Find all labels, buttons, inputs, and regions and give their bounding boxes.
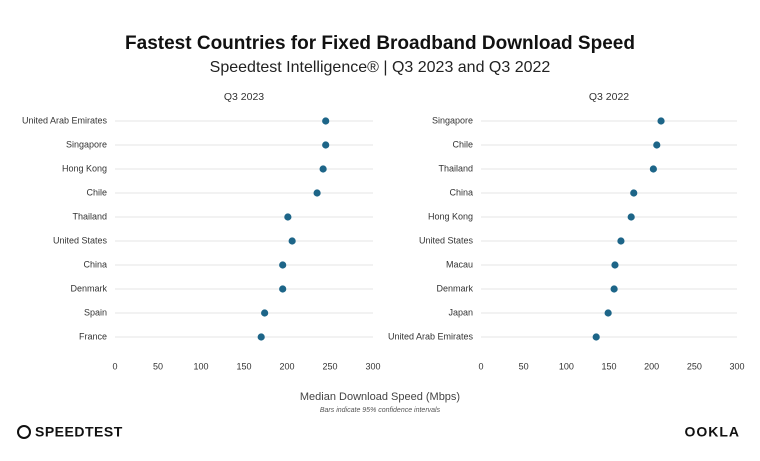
category-label: France — [79, 331, 107, 341]
category-label: United States — [419, 235, 474, 245]
dot — [313, 189, 321, 197]
dot — [657, 117, 665, 125]
dot — [322, 141, 330, 149]
x-tick-label: 150 — [601, 361, 616, 371]
x-tick-label: 300 — [365, 361, 380, 371]
category-label: United Arab Emirates — [22, 115, 108, 125]
dot — [653, 141, 661, 149]
brand: SPEEDTEST — [35, 424, 123, 440]
x-tick-label: 200 — [644, 361, 659, 371]
dot — [610, 285, 618, 293]
x-tick-label: 100 — [559, 361, 574, 371]
note: Bars indicate 95% confidence intervals — [320, 407, 441, 414]
category-label: Singapore — [66, 139, 107, 149]
category-label: China — [449, 187, 473, 197]
x-axis-label: Median Download Speed (Mbps) — [300, 391, 460, 403]
dot — [288, 237, 296, 245]
x-tick-label: 250 — [687, 361, 702, 371]
dot — [604, 309, 612, 317]
dot — [630, 189, 638, 197]
category-label: Hong Kong — [62, 163, 107, 173]
dot — [611, 261, 619, 269]
x-tick-label: 200 — [279, 361, 294, 371]
x-tick-label: 50 — [153, 361, 163, 371]
category-label: China — [83, 259, 107, 269]
category-label: Hong Kong — [428, 211, 473, 221]
category-label: Spain — [84, 307, 107, 317]
category-label: Chile — [452, 139, 473, 149]
x-tick-label: 50 — [519, 361, 529, 371]
dot — [617, 237, 625, 245]
category-label: United Arab Emirates — [388, 331, 474, 341]
brand-icon — [17, 425, 31, 439]
dot — [649, 165, 657, 173]
dot — [592, 333, 600, 341]
dot — [279, 261, 287, 269]
category-label: Singapore — [432, 115, 473, 125]
dot — [261, 309, 269, 317]
x-tick-label: 0 — [112, 361, 117, 371]
x-tick-label: 250 — [322, 361, 337, 371]
category-label: Macau — [446, 259, 473, 269]
dot — [257, 333, 265, 341]
dot — [627, 213, 635, 221]
category-label: Chile — [86, 187, 107, 197]
dot — [279, 285, 287, 293]
panel-title: Q3 2022 — [589, 91, 629, 103]
dot — [319, 165, 327, 173]
x-tick-label: 0 — [478, 361, 483, 371]
category-label: Thailand — [72, 211, 107, 221]
chart-title: Fastest Countries for Fixed Broadband Do… — [125, 33, 635, 54]
x-tick-label: 150 — [236, 361, 251, 371]
dot — [284, 213, 292, 221]
panel-title: Q3 2023 — [224, 91, 264, 103]
category-label: Denmark — [70, 283, 107, 293]
x-tick-label: 100 — [193, 361, 208, 371]
x-tick-label: 300 — [729, 361, 744, 371]
category-label: United States — [53, 235, 108, 245]
category-label: Thailand — [438, 163, 473, 173]
logo: OOKLA — [684, 424, 740, 440]
chart-subtitle: Speedtest Intelligence® | Q3 2023 and Q3… — [210, 59, 551, 76]
dot — [322, 117, 330, 125]
category-label: Denmark — [436, 283, 473, 293]
category-label: Japan — [448, 307, 473, 317]
